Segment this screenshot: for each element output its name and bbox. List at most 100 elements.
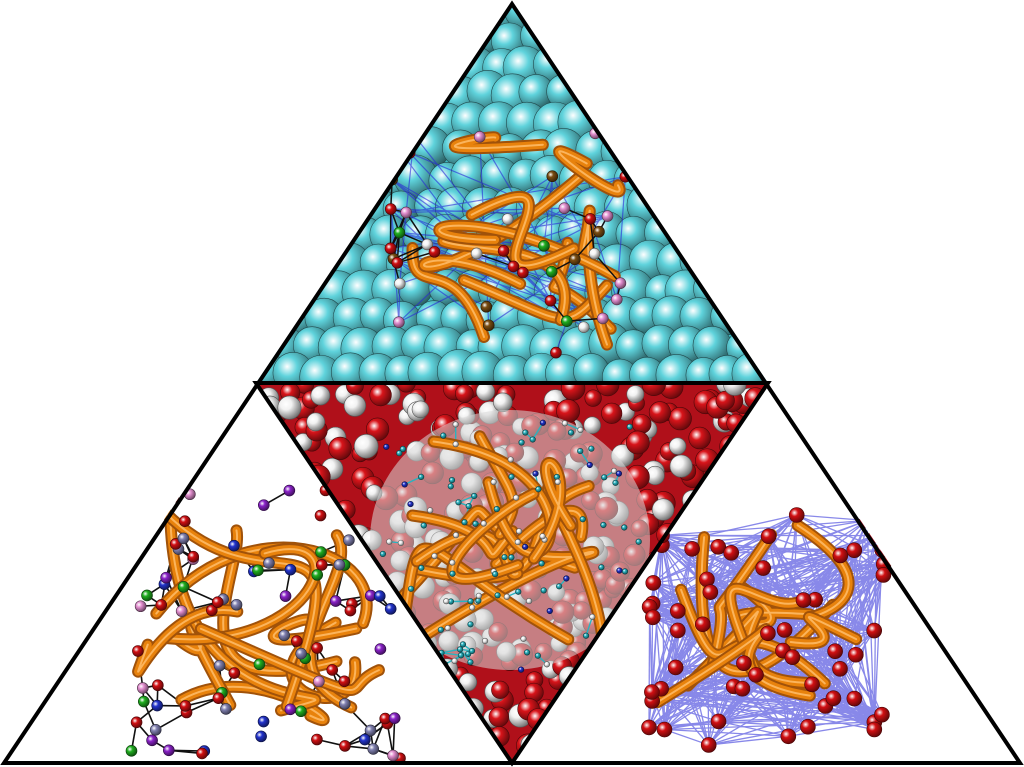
lattice-sphere xyxy=(760,131,768,173)
water-atom xyxy=(584,389,602,407)
network-node xyxy=(784,649,801,665)
atom xyxy=(546,607,553,615)
atom xyxy=(472,520,479,527)
network-node xyxy=(723,545,740,561)
lattice-sphere xyxy=(612,103,654,146)
bead xyxy=(610,293,623,306)
bead xyxy=(384,203,397,215)
bead xyxy=(155,599,168,611)
top-panel-lattice-model xyxy=(256,4,768,383)
bead xyxy=(228,667,241,679)
bead xyxy=(387,749,399,762)
lattice-sphere xyxy=(748,325,768,367)
bead xyxy=(252,564,264,577)
atom xyxy=(508,473,515,480)
bead xyxy=(584,213,597,225)
atom xyxy=(475,592,482,599)
lattice-sphere xyxy=(654,128,695,169)
atom xyxy=(437,626,444,633)
bead xyxy=(614,277,627,290)
water-atom xyxy=(715,390,735,411)
atom xyxy=(507,456,514,463)
bead xyxy=(206,604,218,617)
bead xyxy=(284,563,297,576)
lattice-sphere xyxy=(748,104,768,145)
bead xyxy=(177,581,190,593)
network-node xyxy=(780,728,797,745)
lattice-sphere xyxy=(664,99,708,142)
atom xyxy=(616,567,623,574)
lattice-sphere xyxy=(256,271,273,307)
atom xyxy=(503,593,510,600)
bead xyxy=(315,546,327,558)
lattice-sphere xyxy=(603,20,642,59)
atom xyxy=(493,505,500,513)
lattice-sphere xyxy=(732,182,768,224)
lattice-sphere xyxy=(347,158,384,194)
atom xyxy=(431,552,438,560)
lattice-sphere xyxy=(315,44,356,85)
lattice-sphere xyxy=(408,16,452,59)
lattice-sphere xyxy=(643,158,685,200)
water-atom xyxy=(328,436,352,460)
lattice-sphere xyxy=(736,22,768,59)
bead xyxy=(470,247,483,260)
atom xyxy=(522,543,529,550)
bead xyxy=(311,569,324,581)
bead xyxy=(125,745,138,757)
lattice-sphere xyxy=(692,4,736,33)
bead xyxy=(283,484,296,497)
atom xyxy=(621,524,628,531)
lattice-sphere xyxy=(383,19,422,58)
lattice-sphere xyxy=(274,20,314,61)
lattice-sphere xyxy=(666,46,711,91)
bead xyxy=(230,598,243,611)
lattice-sphere xyxy=(256,186,287,224)
water-atom xyxy=(626,385,645,403)
bead xyxy=(482,319,495,332)
atom xyxy=(554,478,561,485)
lattice-sphere xyxy=(723,215,764,256)
lattice-sphere xyxy=(585,4,630,34)
lattice-sphere xyxy=(277,246,316,284)
lattice-sphere xyxy=(641,103,684,146)
bead xyxy=(400,206,412,219)
lattice-sphere xyxy=(263,41,308,87)
lattice-sphere xyxy=(696,159,736,199)
lattice-sphere xyxy=(573,18,618,63)
bead xyxy=(213,659,226,672)
lattice-sphere xyxy=(722,157,763,198)
bead xyxy=(558,202,571,215)
network-node xyxy=(832,547,849,564)
lattice-sphere xyxy=(438,14,482,58)
bead xyxy=(374,643,387,655)
lattice-sphere xyxy=(261,4,302,32)
protein-ribbon xyxy=(395,430,610,655)
bead xyxy=(179,515,191,527)
network-node xyxy=(825,690,842,707)
lattice-sphere xyxy=(261,269,303,311)
lattice-sphere xyxy=(356,76,394,115)
lattice-sphere xyxy=(563,47,602,86)
atom xyxy=(471,492,478,500)
lattice-sphere xyxy=(276,74,316,115)
bead xyxy=(137,682,149,694)
lattice-sphere xyxy=(329,17,371,59)
network-node xyxy=(795,592,812,608)
lattice-sphere xyxy=(682,75,718,112)
network-node xyxy=(788,507,805,523)
bead xyxy=(152,679,164,692)
lattice-sphere xyxy=(293,100,333,139)
bead xyxy=(295,647,307,660)
atom xyxy=(515,588,522,595)
water-atom xyxy=(648,401,671,424)
lattice-sphere xyxy=(256,51,275,86)
atom xyxy=(396,450,403,457)
lattice-sphere xyxy=(397,4,442,32)
bead xyxy=(220,703,232,715)
bead xyxy=(588,247,601,260)
lattice-sphere xyxy=(671,4,710,27)
atom xyxy=(520,635,527,642)
network-node xyxy=(760,528,777,545)
atom xyxy=(582,632,590,639)
